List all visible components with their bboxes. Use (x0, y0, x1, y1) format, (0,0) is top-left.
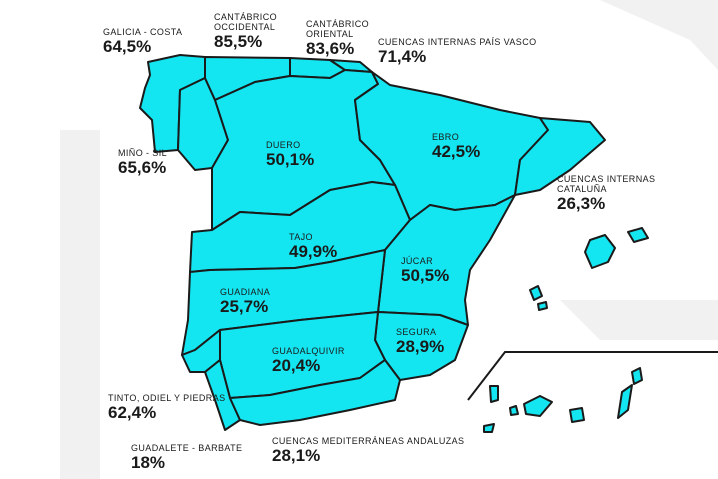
label-ebro: EBRO 42,5% (432, 132, 480, 162)
island-ibiza (529, 285, 543, 301)
island-formentera (537, 301, 548, 311)
island-mallorca (584, 234, 616, 269)
basin-value: 42,5% (432, 142, 481, 161)
basin-name: CANTÁBRICO OCCIDENTAL (214, 12, 278, 32)
background-band (60, 130, 100, 479)
basin-name: SEGURA (396, 327, 437, 337)
basin-name: GUADALQUIVIR (272, 346, 345, 356)
basin-name: CUENCAS INTERNAS CATALUÑA (557, 174, 656, 194)
island-la-gomera (509, 405, 519, 416)
basin-name: TAJO (289, 232, 313, 242)
basin-value: 64,5% (103, 37, 152, 56)
label-tajo: TAJO 49,9% (289, 232, 337, 262)
basin-value: 71,4% (378, 47, 427, 66)
basin-name: JÚCAR (401, 256, 434, 266)
basin-name: DUERO (266, 140, 301, 150)
basin-name: GUADALETE - BARBATE (131, 443, 243, 453)
basin-name: MIÑO - SIL (118, 148, 168, 158)
label-mediterraneas-andaluzas: CUENCAS MEDITERRÁNEAS ANDALUZAS 28,1% (272, 436, 464, 466)
basin-value: 49,9% (289, 242, 338, 261)
island-lanzarote (631, 367, 643, 385)
basin-name: GALICIA - COSTA (103, 27, 183, 37)
basin-value: 85,5% (214, 32, 263, 51)
island-gran-canaria (569, 407, 585, 423)
label-tinto-odiel-piedras: TINTO, ODIEL Y PIEDRAS 62,4% (108, 393, 226, 423)
label-jucar: JÚCAR 50,5% (401, 256, 449, 286)
island-fuerteventura (617, 384, 633, 419)
island-la-palma (489, 385, 499, 403)
label-galicia-costa: GALICIA - COSTA 64,5% (103, 27, 182, 57)
background-band (600, 0, 718, 70)
region-galicia-costa (139, 54, 206, 153)
basin-value: 83,6% (306, 39, 355, 58)
label-cantabrico-oriental: CANTÁBRICO ORIENTAL 83,6% (306, 19, 369, 59)
island-el-hierro (483, 423, 495, 433)
label-guadalete-barbate: GUADALETE - BARBATE 18% (131, 443, 242, 473)
basin-name: CANTÁBRICO ORIENTAL (306, 19, 370, 39)
label-guadiana: GUADIANA 25,7% (220, 287, 270, 317)
basin-value: 28,1% (272, 446, 321, 465)
basin-value: 25,7% (220, 297, 269, 316)
basin-value: 26,3% (557, 194, 606, 213)
basin-value: 50,1% (266, 150, 315, 169)
region-mediterraneas-andaluzas (229, 359, 401, 426)
label-segura: SEGURA 28,9% (396, 327, 444, 357)
island-tenerife (523, 395, 553, 417)
basin-name: CUENCAS INTERNAS PAÍS VASCO (378, 37, 537, 47)
background-band (560, 300, 718, 340)
basin-value: 62,4% (108, 403, 157, 422)
label-duero: DUERO 50,1% (266, 140, 314, 170)
basin-value: 28,9% (396, 337, 445, 356)
island-menorca (627, 227, 649, 243)
canary-inset-frame (467, 351, 718, 401)
region-cuencas-internas-cataluna (514, 117, 606, 196)
label-pais-vasco: CUENCAS INTERNAS PAÍS VASCO 71,4% (378, 37, 537, 67)
basin-value: 50,5% (401, 266, 450, 285)
basin-value: 18% (131, 453, 166, 472)
basin-value: 20,4% (272, 356, 321, 375)
basin-name: CUENCAS MEDITERRÁNEAS ANDALUZAS (272, 436, 465, 446)
basin-name: EBRO (432, 132, 460, 142)
basin-name: TINTO, ODIEL Y PIEDRAS (108, 393, 226, 403)
basin-value: 65,6% (118, 158, 167, 177)
label-cataluna: CUENCAS INTERNAS CATALUÑA 26,3% (557, 174, 655, 214)
basin-name: GUADIANA (220, 287, 271, 297)
label-guadalquivir: GUADALQUIVIR 20,4% (272, 346, 345, 376)
label-mino-sil: MIÑO - SIL 65,6% (118, 148, 167, 178)
label-cantabrico-occidental: CANTÁBRICO OCCIDENTAL 85,5% (214, 12, 277, 52)
